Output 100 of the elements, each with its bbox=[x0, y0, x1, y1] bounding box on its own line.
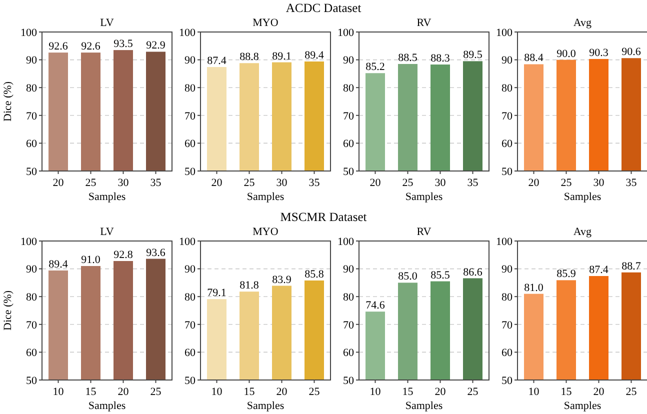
data-label: 92.6 bbox=[48, 40, 68, 53]
y-tick-label: 60 bbox=[26, 138, 38, 150]
data-label: 90.0 bbox=[556, 48, 576, 60]
data-label: 85.8 bbox=[304, 268, 324, 280]
y-tick-label: 100 bbox=[179, 26, 196, 39]
y-tick-label: 90 bbox=[184, 264, 196, 276]
x-tick-label: 25 bbox=[308, 386, 320, 398]
x-tick-label: 25 bbox=[467, 386, 479, 398]
y-tick-label: 50 bbox=[502, 166, 513, 178]
x-tick-label: 25 bbox=[402, 177, 414, 189]
y-tick-label: 70 bbox=[502, 110, 513, 122]
y-tick-label: 100 bbox=[179, 236, 196, 248]
x-axis-title: Samples bbox=[246, 191, 284, 203]
y-tick-label: 90 bbox=[343, 264, 354, 276]
chart-title: MYO bbox=[252, 226, 278, 238]
y-tick-label: 60 bbox=[343, 347, 354, 360]
x-tick-label: 30 bbox=[118, 177, 130, 189]
data-label: 74.6 bbox=[366, 300, 386, 312]
data-label: 89.4 bbox=[304, 49, 324, 62]
data-label: 86.6 bbox=[463, 266, 483, 278]
data-label: 93.5 bbox=[114, 38, 134, 50]
data-label: 90.3 bbox=[589, 46, 609, 59]
y-tick-label: 70 bbox=[26, 110, 38, 122]
y-axis-title: Dice (%) bbox=[2, 290, 14, 331]
y-tick-label: 70 bbox=[26, 319, 38, 332]
y-tick-label: 50 bbox=[184, 374, 196, 387]
y-tick-label: 60 bbox=[502, 138, 513, 150]
y-tick-label: 100 bbox=[496, 236, 513, 248]
data-label: 87.4 bbox=[589, 264, 609, 276]
data-label: 88.3 bbox=[430, 52, 450, 65]
text: MSCMR Dataset bbox=[280, 210, 368, 224]
text: ACDC Dataset bbox=[286, 1, 362, 15]
data-label: 93.6 bbox=[146, 246, 166, 259]
data-label: 92.6 bbox=[81, 40, 101, 53]
x-tick-label: 10 bbox=[528, 386, 540, 398]
y-tick-label: 90 bbox=[26, 264, 38, 276]
x-tick-label: 25 bbox=[560, 177, 572, 189]
x-tick-label: 30 bbox=[593, 177, 605, 189]
x-tick-label: 20 bbox=[370, 177, 382, 189]
y-tick-label: 80 bbox=[26, 82, 38, 94]
data-label: 88.7 bbox=[622, 260, 642, 272]
y-tick-label: 50 bbox=[343, 374, 354, 387]
y-tick-label: 80 bbox=[184, 291, 196, 304]
chart-title: RV bbox=[416, 17, 432, 29]
data-label: 83.9 bbox=[272, 274, 292, 286]
y-tick-label: 80 bbox=[184, 82, 196, 94]
y-tick-label: 50 bbox=[343, 166, 354, 178]
x-tick-label: 30 bbox=[434, 177, 446, 189]
y-axis-title: Dice (%) bbox=[2, 81, 14, 122]
y-tick-label: 100 bbox=[338, 236, 354, 248]
x-tick-label: 20 bbox=[528, 177, 540, 189]
x-tick-label: 15 bbox=[560, 386, 572, 398]
x-axis-title: Samples bbox=[405, 400, 443, 412]
data-label: 89.5 bbox=[463, 49, 483, 62]
data-label: 85.9 bbox=[556, 268, 576, 280]
data-label: 90.6 bbox=[622, 46, 642, 58]
x-axis-title: Samples bbox=[88, 191, 126, 203]
data-label: 92.9 bbox=[146, 40, 166, 52]
x-tick-label: 10 bbox=[211, 386, 223, 398]
chart-title: LV bbox=[100, 17, 114, 29]
y-tick-label: 100 bbox=[20, 236, 38, 248]
y-tick-label: 70 bbox=[502, 319, 513, 332]
y-tick-label: 50 bbox=[184, 166, 196, 178]
data-label: 92.8 bbox=[114, 249, 134, 262]
data-label: 91.0 bbox=[81, 254, 101, 266]
y-tick-label: 90 bbox=[502, 54, 513, 67]
x-tick-label: 20 bbox=[211, 177, 223, 189]
data-label: 85.2 bbox=[366, 61, 385, 74]
y-tick-label: 70 bbox=[343, 110, 354, 122]
chart-title: LV bbox=[100, 226, 114, 238]
x-tick-label: 20 bbox=[434, 386, 446, 398]
y-tick-label: 60 bbox=[184, 138, 196, 150]
y-tick-label: 60 bbox=[26, 347, 38, 360]
x-axis-title: Samples bbox=[564, 400, 602, 412]
x-tick-label: 35 bbox=[150, 177, 162, 189]
chart-title: Avg bbox=[573, 226, 592, 238]
data-label: 79.1 bbox=[207, 287, 226, 300]
y-tick-label: 90 bbox=[343, 54, 354, 67]
x-tick-label: 10 bbox=[370, 386, 382, 398]
x-tick-label: 35 bbox=[626, 177, 638, 189]
y-tick-label: 80 bbox=[502, 82, 513, 94]
y-tick-label: 60 bbox=[502, 347, 513, 360]
y-tick-label: 70 bbox=[343, 319, 354, 332]
x-axis-title: Samples bbox=[405, 191, 443, 203]
y-tick-label: 70 bbox=[184, 319, 196, 332]
y-tick-label: 50 bbox=[26, 374, 38, 387]
x-tick-label: 15 bbox=[85, 386, 97, 398]
y-tick-label: 50 bbox=[502, 374, 513, 387]
x-axis-title: Samples bbox=[246, 400, 284, 412]
x-tick-label: 20 bbox=[118, 386, 130, 398]
chart-title: MYO bbox=[252, 17, 278, 29]
chart-title: Avg bbox=[573, 17, 592, 29]
y-tick-label: 80 bbox=[343, 82, 354, 94]
x-tick-label: 25 bbox=[150, 386, 162, 398]
y-tick-label: 100 bbox=[338, 26, 354, 39]
y-tick-label: 60 bbox=[343, 138, 354, 150]
x-tick-label: 15 bbox=[244, 386, 256, 398]
x-tick-label: 30 bbox=[276, 177, 288, 189]
data-label: 81.8 bbox=[240, 280, 260, 292]
x-axis-title: Samples bbox=[88, 400, 126, 412]
